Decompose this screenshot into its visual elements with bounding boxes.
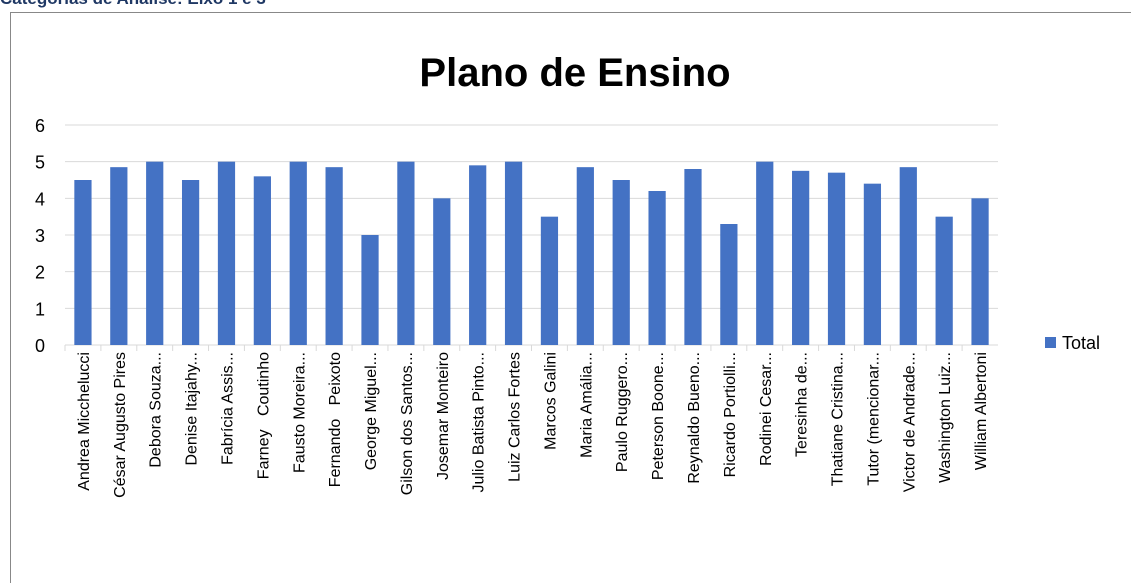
x-tick-label: Fausto Moreira... bbox=[291, 352, 308, 473]
x-tick-label: Victor de Andrade... bbox=[901, 352, 918, 492]
x-tick-label: Julio Batista Pinto... bbox=[471, 352, 488, 493]
bar bbox=[792, 171, 809, 345]
y-tick-label: 4 bbox=[35, 189, 45, 209]
bar bbox=[110, 167, 127, 345]
y-tick-label: 6 bbox=[35, 116, 45, 136]
bar bbox=[684, 169, 701, 345]
bar bbox=[756, 162, 773, 345]
x-tick-label: Maria Amália... bbox=[578, 352, 595, 458]
x-tick-label: Gilson dos Santos... bbox=[399, 352, 416, 495]
x-tick-label: Andrea Micchelucci bbox=[76, 352, 93, 491]
x-tick-label: Marcos Galini bbox=[542, 352, 559, 450]
bar bbox=[828, 173, 845, 345]
bar bbox=[900, 167, 917, 345]
bar bbox=[648, 191, 665, 345]
x-tick-label: Debora Souza... bbox=[148, 352, 165, 468]
bar bbox=[469, 165, 486, 345]
bar bbox=[971, 198, 988, 345]
chart-frame bbox=[11, 13, 1131, 584]
bar bbox=[290, 162, 307, 345]
bar bbox=[182, 180, 199, 345]
x-tick-label: Teresinha de... bbox=[794, 352, 811, 457]
x-tick-label: Washington Luiz... bbox=[937, 352, 954, 483]
category-labels: Andrea Micchelucci César Augusto Pires Deb… bbox=[76, 352, 990, 498]
bar bbox=[720, 224, 737, 345]
y-tick-label: 1 bbox=[35, 299, 45, 319]
bar bbox=[541, 217, 558, 345]
x-tick-label: Paulo Ruggero... bbox=[614, 352, 631, 472]
x-tick-label: Peterson Boone... bbox=[650, 352, 667, 480]
bar bbox=[218, 162, 235, 345]
x-tick-label: Ricardo Portiolli... bbox=[722, 352, 739, 477]
bar bbox=[505, 162, 522, 345]
x-tick-label: Farney Coutinho bbox=[255, 352, 272, 479]
bar bbox=[613, 180, 630, 345]
bar bbox=[361, 235, 378, 345]
x-tick-label: George Miguel... bbox=[363, 352, 380, 470]
bar bbox=[936, 217, 953, 345]
bar bbox=[397, 162, 414, 345]
y-tick-label: 2 bbox=[35, 263, 45, 283]
heading: Categorias de Análise: Eixo 1 e 3 bbox=[0, 0, 266, 8]
y-tick-label: 0 bbox=[35, 336, 45, 356]
bar bbox=[864, 184, 881, 345]
x-tick-label: Tutor (mencionar... bbox=[865, 352, 882, 486]
x-tick-label: Fernando Peixoto bbox=[327, 352, 344, 487]
x-tick-label: Josemar Monteiro bbox=[435, 352, 452, 480]
bar bbox=[254, 176, 271, 345]
bar bbox=[74, 180, 91, 345]
x-tick-label: William Albertoni bbox=[973, 352, 990, 470]
legend-label: Total bbox=[1062, 333, 1100, 353]
x-tick-label: Thatiane Cristina... bbox=[830, 352, 847, 486]
y-tick-label: 5 bbox=[35, 153, 45, 173]
x-tick-label: Rodinei Cesar... bbox=[758, 352, 775, 466]
bar bbox=[146, 162, 163, 345]
x-tick-label: Luiz Carlos Fortes bbox=[507, 352, 524, 482]
x-tick-label: César Augusto Pires bbox=[112, 352, 129, 498]
bar bbox=[326, 167, 343, 345]
chart-title: Plano de Ensino bbox=[419, 51, 730, 95]
x-tick-label: Denise Itajahy... bbox=[184, 352, 201, 466]
bar bbox=[577, 167, 594, 345]
x-tick-label: Fabrícia Assis... bbox=[219, 352, 236, 465]
y-tick-label: 3 bbox=[35, 226, 45, 246]
bar bbox=[433, 198, 450, 345]
x-tick-label: Reynaldo Bueno... bbox=[686, 352, 703, 484]
legend-swatch bbox=[1045, 337, 1056, 348]
